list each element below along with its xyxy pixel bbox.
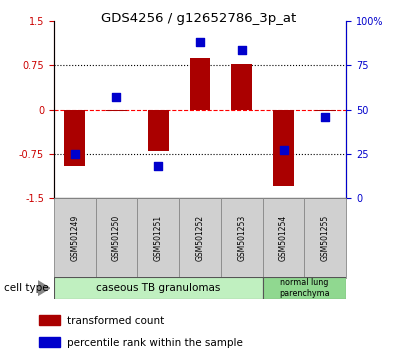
Bar <box>64 110 85 166</box>
Bar <box>231 64 252 110</box>
Point <box>72 151 78 157</box>
Bar <box>39 315 60 325</box>
Bar <box>263 277 346 299</box>
Point <box>322 114 328 120</box>
Text: GSM501249: GSM501249 <box>70 215 79 261</box>
Text: cell type: cell type <box>4 283 49 293</box>
Text: caseous TB granulomas: caseous TB granulomas <box>96 283 220 293</box>
Bar <box>96 198 137 278</box>
Bar <box>54 198 96 278</box>
Bar <box>39 337 60 347</box>
Bar <box>304 198 346 278</box>
Text: GSM501254: GSM501254 <box>279 215 288 261</box>
Bar <box>273 110 294 187</box>
Bar <box>106 110 127 111</box>
Polygon shape <box>38 281 50 296</box>
Bar <box>189 58 211 110</box>
Bar <box>137 198 179 278</box>
Bar <box>263 198 304 278</box>
Point <box>155 164 162 169</box>
Point <box>113 95 119 100</box>
Text: GSM501255: GSM501255 <box>321 215 330 261</box>
Text: GSM501253: GSM501253 <box>237 215 246 261</box>
Text: GSM501251: GSM501251 <box>154 215 163 261</box>
Bar <box>315 110 336 111</box>
Text: percentile rank within the sample: percentile rank within the sample <box>67 338 243 348</box>
Text: normal lung
parenchyma: normal lung parenchyma <box>279 278 330 298</box>
Point <box>238 47 245 52</box>
Text: GSM501250: GSM501250 <box>112 215 121 261</box>
Text: GDS4256 / g12652786_3p_at: GDS4256 / g12652786_3p_at <box>101 12 297 25</box>
Bar <box>54 277 263 299</box>
Bar <box>148 110 169 151</box>
Text: GSM501252: GSM501252 <box>195 215 205 261</box>
Point <box>197 40 203 45</box>
Bar <box>221 198 263 278</box>
Text: transformed count: transformed count <box>67 316 164 326</box>
Bar <box>179 198 221 278</box>
Point <box>280 148 287 153</box>
